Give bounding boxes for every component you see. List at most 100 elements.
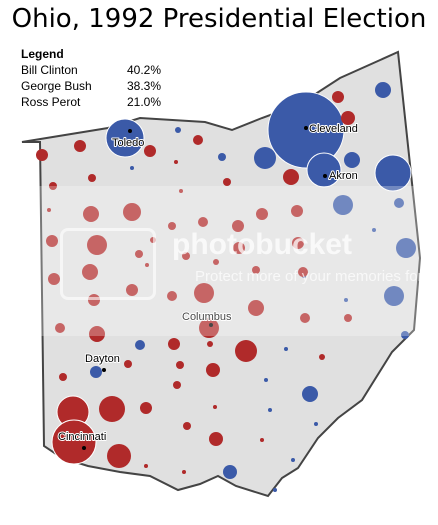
county-circle-republican — [135, 250, 143, 258]
county-circle-republican — [88, 174, 96, 182]
city-dot-cleveland — [304, 126, 308, 130]
county-circle-republican — [168, 222, 176, 230]
county-circle-democrat — [375, 82, 391, 98]
legend-share: 40.2% — [126, 63, 161, 77]
county-circle-republican — [300, 313, 310, 323]
county-circle-republican — [126, 284, 138, 296]
county-circle-republican — [48, 273, 60, 285]
county-circle-democrat — [223, 465, 237, 479]
legend-title: Legend — [21, 47, 64, 61]
county-circle-republican — [209, 432, 223, 446]
city-dot-columbus — [209, 323, 213, 327]
county-circle-republican — [89, 326, 105, 342]
county-circle-republican — [46, 235, 58, 247]
county-circle-republican — [82, 264, 98, 280]
county-circle-democrat — [254, 147, 276, 169]
county-circle-democrat — [401, 331, 409, 339]
county-circle-democrat — [372, 228, 376, 232]
county-circle-republican — [232, 220, 244, 232]
county-circle-republican — [140, 402, 152, 414]
city-markers — [82, 126, 327, 450]
county-circle-democrat — [394, 198, 404, 208]
county-circle-republican — [99, 396, 125, 422]
county-circle-democrat — [384, 286, 404, 306]
county-circle-republican — [183, 422, 191, 430]
county-circle-republican — [213, 405, 217, 409]
county-circle-republican — [36, 149, 48, 161]
county-circle-republican — [83, 206, 99, 222]
county-circle-republican — [144, 464, 148, 468]
legend-candidate: Bill Clinton — [21, 63, 78, 77]
city-label-toledo: Toledo — [112, 137, 144, 149]
county-circle-republican — [174, 160, 178, 164]
county-circle-republican — [344, 314, 352, 322]
county-circle-republican — [173, 381, 181, 389]
county-circle-republican — [168, 338, 180, 350]
county-circle-republican — [319, 354, 325, 360]
county-circle-republican — [88, 294, 100, 306]
county-circle-republican — [252, 266, 260, 274]
city-dot-toledo — [128, 129, 132, 133]
county-circle-republican — [167, 291, 177, 301]
county-circle-democrat — [333, 195, 353, 215]
county-circle-republican — [55, 323, 65, 333]
city-label-columbus: Columbus — [182, 311, 232, 323]
county-vote-circles — [36, 82, 416, 492]
county-circle-republican — [199, 318, 219, 338]
county-circle-republican — [47, 208, 51, 212]
legend-entry-perot: Ross Perot 21.0% — [21, 94, 161, 110]
county-circle-democrat — [264, 378, 268, 382]
county-circle-republican — [59, 373, 67, 381]
legend: Legend Bill Clinton 40.2% George Bush 38… — [21, 46, 161, 110]
county-circle-democrat — [218, 153, 226, 161]
county-circle-democrat — [396, 238, 416, 258]
city-label-cincinnati: Cincinnati — [58, 431, 106, 443]
county-circle-democrat — [306, 152, 342, 188]
city-dot-akron — [323, 174, 327, 178]
legend-candidate: George Bush — [21, 79, 92, 93]
county-circle-republican — [179, 189, 183, 193]
county-circle-republican — [291, 205, 303, 217]
county-circle-republican — [182, 470, 186, 474]
county-circle-republican — [193, 135, 203, 145]
legend-share: 21.0% — [126, 95, 161, 109]
city-label-dayton: Dayton — [85, 353, 120, 365]
county-circle-democrat — [344, 298, 348, 302]
county-circle-republican — [292, 237, 304, 249]
county-circle-republican — [176, 361, 184, 369]
county-circle-democrat — [344, 152, 360, 168]
city-dot-dayton — [102, 368, 106, 372]
county-circle-republican — [144, 145, 156, 157]
county-circle-democrat — [284, 347, 288, 351]
county-circle-democrat — [314, 422, 318, 426]
county-circle-republican — [248, 300, 264, 316]
map-title: Ohio, 1992 Presidential Election — [11, 4, 427, 34]
legend-candidate: Ross Perot — [21, 95, 81, 109]
county-circle-democrat — [135, 340, 145, 350]
county-circle-democrat — [105, 118, 145, 158]
county-circle-democrat — [130, 166, 134, 170]
legend-share: 38.3% — [126, 79, 161, 93]
legend-entry-bush: George Bush 38.3% — [21, 78, 161, 94]
county-circle-republican — [123, 203, 141, 221]
county-circle-republican — [332, 91, 344, 103]
county-circle-democrat — [273, 488, 277, 492]
county-circle-republican — [74, 140, 86, 152]
county-circle-republican — [206, 363, 220, 377]
county-circle-democrat — [374, 154, 412, 192]
county-circle-republican — [49, 182, 57, 190]
county-circle-republican — [235, 340, 257, 362]
county-circle-republican — [107, 444, 131, 468]
county-circle-democrat — [268, 408, 272, 412]
county-circle-republican — [260, 438, 264, 442]
county-circle-republican — [145, 263, 149, 267]
county-circle-republican — [207, 341, 213, 347]
city-dot-cincinnati — [82, 446, 86, 450]
legend-entry-clinton: Bill Clinton 40.2% — [21, 62, 161, 78]
city-label-akron: Akron — [329, 170, 358, 182]
county-circle-republican — [256, 208, 268, 220]
county-circle-republican — [213, 259, 219, 265]
county-circle-republican — [283, 169, 299, 185]
county-circle-republican — [150, 237, 156, 243]
